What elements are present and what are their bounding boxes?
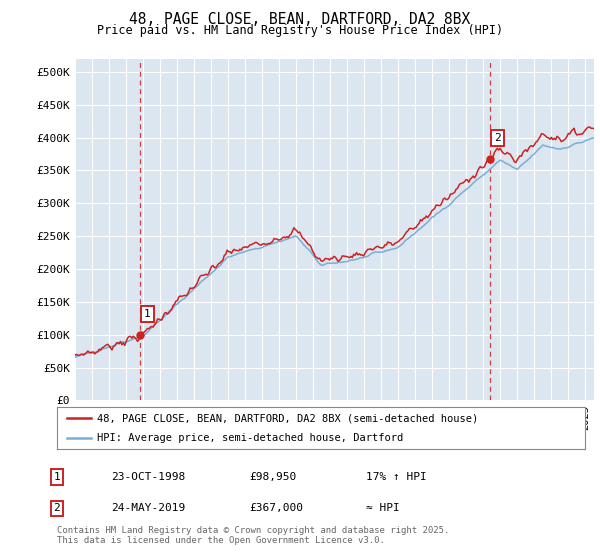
Text: 2: 2	[53, 503, 61, 514]
Text: Price paid vs. HM Land Registry's House Price Index (HPI): Price paid vs. HM Land Registry's House …	[97, 24, 503, 37]
Text: 1: 1	[53, 472, 61, 482]
Text: 1: 1	[144, 309, 151, 319]
Text: 23-OCT-1998: 23-OCT-1998	[111, 472, 185, 482]
Text: 2: 2	[494, 133, 501, 143]
Text: ≈ HPI: ≈ HPI	[366, 503, 400, 514]
Text: £98,950: £98,950	[249, 472, 296, 482]
Text: £367,000: £367,000	[249, 503, 303, 514]
Text: Contains HM Land Registry data © Crown copyright and database right 2025.
This d: Contains HM Land Registry data © Crown c…	[57, 526, 449, 545]
Text: 48, PAGE CLOSE, BEAN, DARTFORD, DA2 8BX: 48, PAGE CLOSE, BEAN, DARTFORD, DA2 8BX	[130, 12, 470, 27]
Text: HPI: Average price, semi-detached house, Dartford: HPI: Average price, semi-detached house,…	[97, 433, 403, 443]
Text: 48, PAGE CLOSE, BEAN, DARTFORD, DA2 8BX (semi-detached house): 48, PAGE CLOSE, BEAN, DARTFORD, DA2 8BX …	[97, 413, 478, 423]
Text: 17% ↑ HPI: 17% ↑ HPI	[366, 472, 427, 482]
Text: 24-MAY-2019: 24-MAY-2019	[111, 503, 185, 514]
